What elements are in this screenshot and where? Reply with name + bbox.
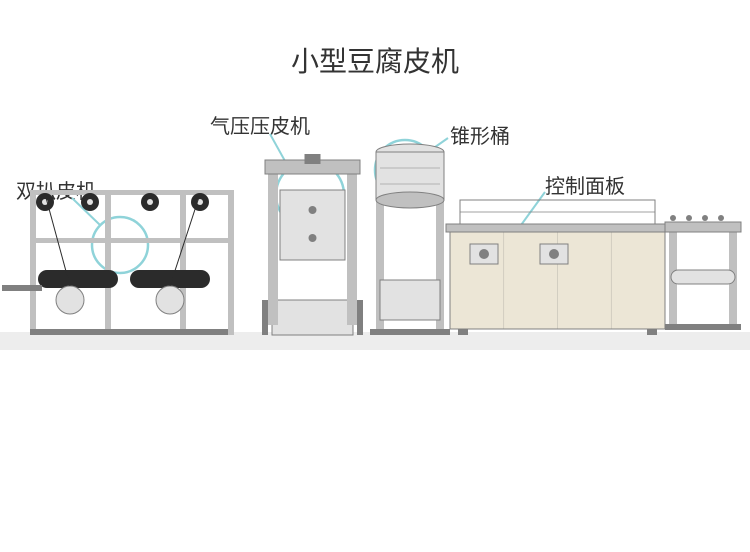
machinery-illustration — [0, 0, 750, 552]
